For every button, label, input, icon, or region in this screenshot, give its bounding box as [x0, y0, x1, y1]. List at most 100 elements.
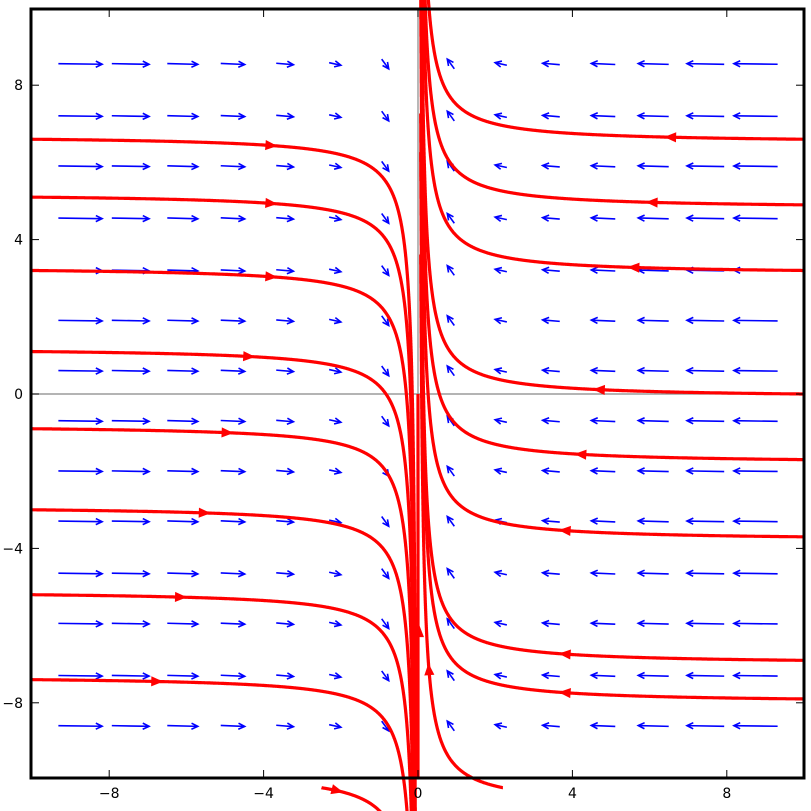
field-arrow	[220, 569, 247, 578]
field-arrow	[732, 721, 778, 730]
field-arrow	[381, 110, 390, 123]
field-arrow	[276, 214, 296, 223]
field-arrow	[220, 517, 247, 526]
field-arrow	[589, 366, 616, 375]
field-arrow	[636, 467, 669, 475]
streamline-left	[30, 137, 417, 688]
field-arrow	[111, 60, 151, 68]
field-arrow	[381, 160, 390, 173]
field-arrow	[589, 214, 616, 222]
field-arrow	[58, 517, 104, 526]
field-arrow	[732, 467, 778, 475]
field-arrow	[446, 464, 455, 477]
field-arrow	[540, 214, 560, 222]
field-arrow	[540, 569, 560, 578]
field-arrow	[276, 266, 296, 275]
streamline-arrowhead	[242, 351, 256, 362]
field-arrow	[220, 60, 247, 68]
field-arrow	[732, 112, 778, 120]
field-arrow	[328, 619, 343, 628]
field-arrow	[111, 367, 151, 375]
field-arrow	[276, 112, 296, 121]
field-arrow	[685, 517, 725, 525]
field-arrow	[589, 569, 616, 577]
field-arrow	[58, 467, 104, 476]
field-arrow	[732, 214, 778, 222]
field-arrow	[58, 214, 104, 223]
field-arrow	[685, 214, 725, 222]
field-arrow	[381, 315, 390, 328]
field-arrow	[685, 721, 725, 730]
field-arrow	[446, 212, 455, 224]
field-arrow	[493, 60, 508, 68]
field-arrow	[276, 162, 296, 171]
field-arrow	[220, 162, 247, 171]
field-arrow	[220, 214, 247, 223]
field-arrow	[220, 417, 247, 426]
x-tick-label: −4	[253, 786, 274, 802]
field-arrow	[111, 214, 151, 223]
field-arrow	[328, 569, 343, 578]
field-arrow	[58, 367, 104, 375]
streamline-arrowhead	[592, 384, 606, 395]
field-arrow	[685, 366, 725, 375]
streamline-arrowhead	[174, 591, 187, 603]
field-arrow	[276, 467, 296, 476]
field-arrow	[381, 568, 390, 580]
field-arrow	[540, 517, 560, 525]
field-arrow	[540, 417, 560, 425]
field-arrow	[446, 669, 455, 682]
field-arrow	[167, 517, 200, 526]
field-arrow	[111, 317, 151, 325]
streamline-arrowhead	[198, 507, 211, 518]
streamline-arrowhead	[412, 621, 424, 638]
streamline-left	[30, 591, 413, 811]
field-arrow	[111, 162, 151, 171]
field-arrow	[685, 671, 725, 680]
field-arrow	[58, 722, 104, 730]
field-arrow	[220, 620, 247, 628]
field-arrow	[58, 162, 104, 171]
field-arrow	[276, 417, 296, 425]
field-arrow	[493, 619, 508, 628]
field-arrow	[685, 619, 725, 628]
field-arrow	[381, 670, 390, 683]
field-arrow	[732, 366, 778, 375]
axis-ticks: −8 −4 0 4 8 −8 −4 0 4 8	[2, 9, 804, 802]
field-arrow	[493, 569, 508, 578]
streamline-center	[412, 394, 424, 778]
field-arrow	[446, 264, 455, 276]
field-arrow	[589, 619, 616, 628]
y-tick-label: −8	[2, 696, 23, 712]
field-arrow	[381, 365, 390, 378]
field-arrow	[220, 467, 247, 476]
field-arrow	[381, 618, 390, 631]
field-arrow	[493, 672, 508, 680]
field-arrow	[540, 316, 560, 325]
field-arrow	[328, 722, 343, 730]
field-arrow	[276, 367, 296, 375]
field-arrow	[381, 516, 390, 528]
field-arrow	[220, 266, 247, 275]
field-arrow	[276, 722, 296, 730]
field-arrow	[589, 162, 616, 170]
field-arrow	[493, 367, 508, 375]
streamlines	[30, 0, 806, 811]
field-arrow	[446, 567, 455, 579]
field-arrow	[540, 112, 560, 120]
field-arrow	[493, 266, 508, 275]
x-tick-label: 0	[414, 786, 423, 802]
field-arrow	[732, 619, 778, 628]
streamline-right	[420, 0, 806, 396]
field-arrow	[589, 416, 616, 425]
field-arrow	[111, 722, 151, 730]
field-arrow	[276, 517, 296, 526]
field-arrow	[685, 59, 725, 68]
field-arrow	[328, 162, 343, 170]
field-arrow	[589, 517, 616, 525]
field-arrow	[589, 112, 616, 120]
field-arrow	[540, 671, 560, 680]
streamline-bottom	[320, 784, 382, 811]
streamline-right	[419, 112, 806, 662]
streamline-arrowhead	[265, 271, 278, 282]
